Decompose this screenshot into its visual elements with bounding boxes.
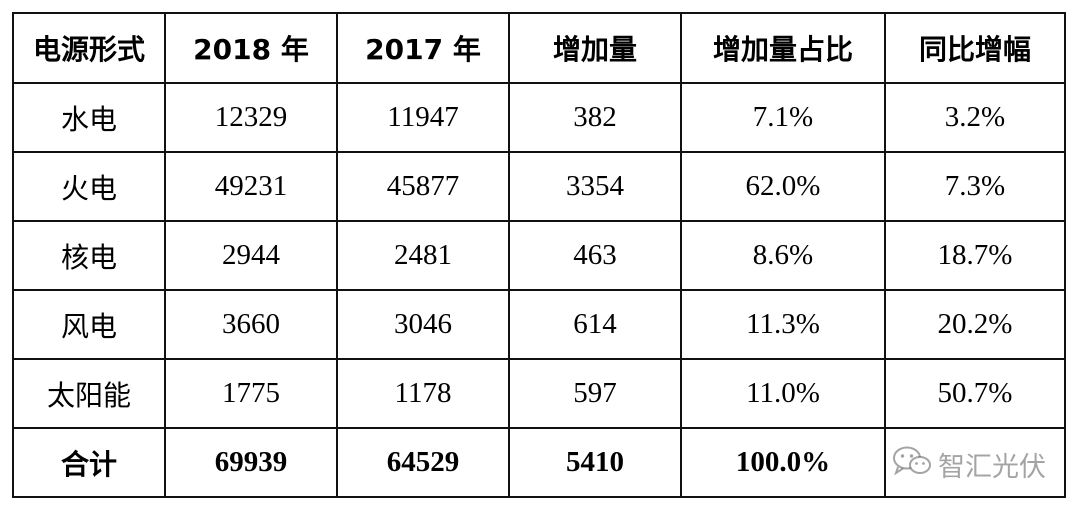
cell-2017: 45877: [336, 151, 510, 222]
cell-2017: 11947: [336, 82, 510, 153]
cell-increase: 614: [508, 289, 682, 360]
cell-increase-share: 7.1%: [680, 82, 886, 153]
cell-yoy-growth: 18.7%: [884, 220, 1066, 291]
cell-2018: 1775: [164, 358, 338, 429]
header-cell-increase: 增加量: [508, 12, 682, 84]
cell-increase: 597: [508, 358, 682, 429]
header-cell-yoy-growth: 同比增幅: [884, 12, 1066, 84]
cell-increase: 3354: [508, 151, 682, 222]
cell-2017: 1178: [336, 358, 510, 429]
row-label: 水电: [12, 82, 166, 153]
header-cell-2018: 2018 年: [164, 12, 338, 84]
cell-increase-share: 11.0%: [680, 358, 886, 429]
row-label: 火电: [12, 151, 166, 222]
cell-2018: 49231: [164, 151, 338, 222]
header-cell-power-type: 电源形式: [12, 12, 166, 84]
table-row: 核电 2944 2481 463 8.6% 18.7%: [12, 220, 1066, 291]
watermark-text: 智汇光伏: [938, 452, 1046, 483]
cell-yoy-growth: 3.2%: [884, 82, 1066, 153]
table-row: 水电 12329 11947 382 7.1% 3.2%: [12, 82, 1066, 153]
table-row: 太阳能 1775 1178 597 11.0% 50.7%: [12, 358, 1066, 429]
cell-2018: 69939: [164, 427, 338, 498]
cell-increase: 5410: [508, 427, 682, 498]
row-label: 风电: [12, 289, 166, 360]
cell-2017: 64529: [336, 427, 510, 498]
watermark: 智汇光伏: [892, 445, 1046, 484]
cell-yoy-growth: 20.2%: [884, 289, 1066, 360]
row-label: 太阳能: [12, 358, 166, 429]
total-row: 合计 69939 64529 5410 100.0%: [12, 427, 1066, 498]
table-container: 电源形式 2018 年 2017 年 增加量 增加量占比 同比增幅 水电 123…: [12, 12, 1066, 498]
header-row: 电源形式 2018 年 2017 年 增加量 增加量占比 同比增幅: [12, 12, 1066, 84]
cell-2017: 3046: [336, 289, 510, 360]
table-row: 风电 3660 3046 614 11.3% 20.2%: [12, 289, 1066, 360]
cell-2018: 3660: [164, 289, 338, 360]
table-row: 火电 49231 45877 3354 62.0% 7.3%: [12, 151, 1066, 222]
cell-yoy-growth: 7.3%: [884, 151, 1066, 222]
cell-increase: 463: [508, 220, 682, 291]
header-cell-increase-share: 增加量占比: [680, 12, 886, 84]
cell-increase-share: 62.0%: [680, 151, 886, 222]
cell-2017: 2481: [336, 220, 510, 291]
cell-increase-share: 100.0%: [680, 427, 886, 498]
power-generation-table: 电源形式 2018 年 2017 年 增加量 增加量占比 同比增幅 水电 123…: [12, 12, 1066, 498]
cell-increase-share: 8.6%: [680, 220, 886, 291]
row-label: 合计: [12, 427, 166, 498]
header-cell-2017: 2017 年: [336, 12, 510, 84]
cell-2018: 12329: [164, 82, 338, 153]
row-label: 核电: [12, 220, 166, 291]
cell-increase: 382: [508, 82, 682, 153]
cell-yoy-growth: 50.7%: [884, 358, 1066, 429]
wechat-icon: [892, 445, 938, 484]
cell-increase-share: 11.3%: [680, 289, 886, 360]
cell-2018: 2944: [164, 220, 338, 291]
